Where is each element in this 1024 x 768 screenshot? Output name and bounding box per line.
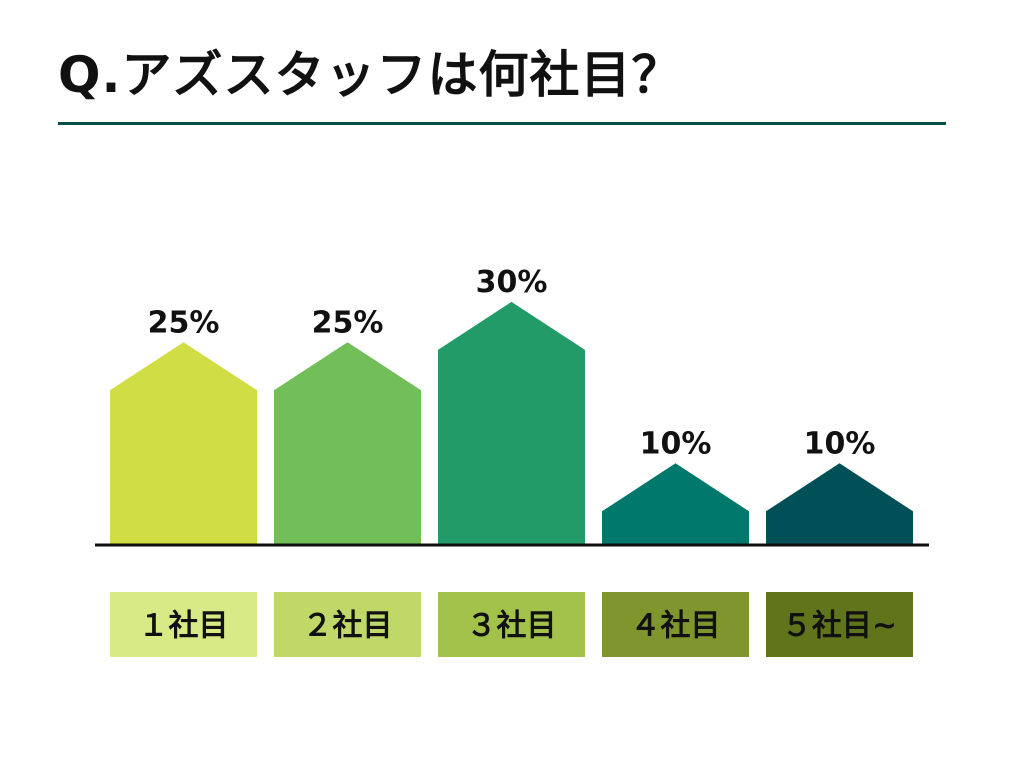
bar-4	[602, 463, 749, 544]
value-label-5: 10%	[804, 426, 876, 461]
page-title: Q.アズスタッフは何社目？	[58, 46, 683, 104]
category-labels-layer: １社目 ２社目 ３社目 ４社目 ５社目~	[110, 592, 913, 657]
value-label-4: 10%	[640, 426, 712, 461]
bar-2	[274, 342, 421, 544]
bar-1	[110, 342, 257, 544]
value-label-3: 30%	[476, 265, 548, 300]
category-box-3	[438, 592, 585, 657]
value-label-2: 25%	[312, 305, 384, 340]
category-label-5: ５社目~	[782, 609, 897, 644]
category-box-2	[274, 592, 421, 657]
category-label-1: １社目	[139, 609, 229, 644]
bars-layer	[110, 301, 913, 544]
category-label-3: ３社目	[467, 609, 557, 644]
category-label-2: ２社目	[303, 609, 393, 644]
category-box-1	[110, 592, 257, 657]
title-underline	[58, 122, 946, 125]
value-labels-layer: 25% 25% 30% 10% 10%	[148, 265, 876, 461]
bar-5	[766, 463, 913, 544]
value-label-1: 25%	[148, 305, 220, 340]
category-box-4	[602, 592, 749, 657]
category-box-5	[766, 592, 913, 657]
category-label-4: ４社目	[631, 609, 721, 644]
bar-3	[438, 301, 585, 544]
